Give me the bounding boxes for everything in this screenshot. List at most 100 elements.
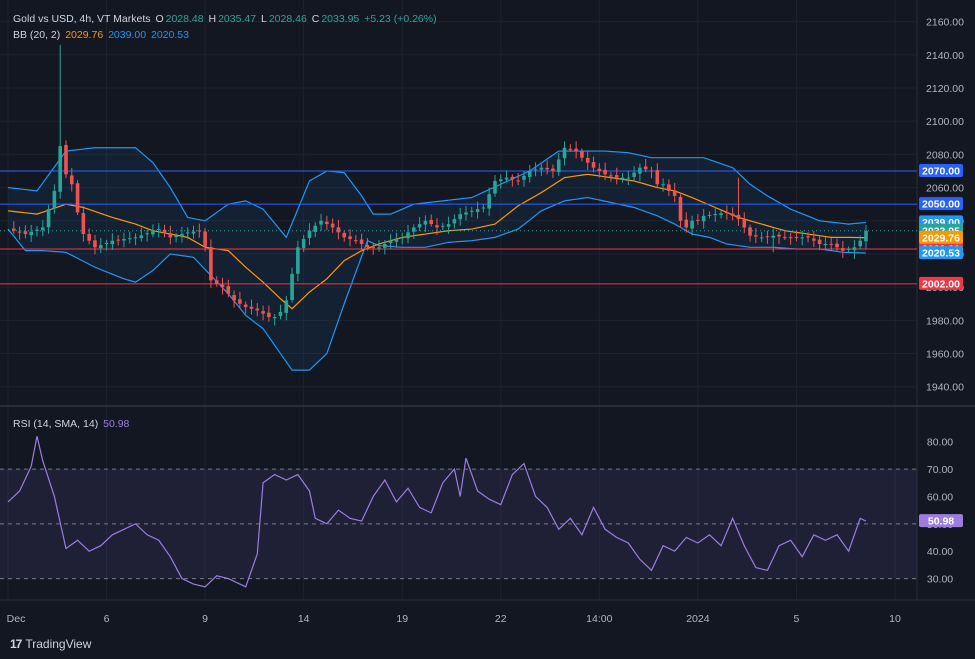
price-axis-tick: 1980.00 xyxy=(926,315,964,327)
candle-body xyxy=(394,239,399,242)
candle-body xyxy=(783,237,787,239)
time-axis-tick: 5 xyxy=(794,613,800,625)
candle-body xyxy=(52,190,57,209)
candle-body xyxy=(469,210,474,212)
candle-body xyxy=(475,209,480,212)
candle-body xyxy=(35,229,39,231)
candle-body xyxy=(719,213,723,216)
candle-body xyxy=(354,240,358,242)
bb-legend[interactable]: BB (20, 2) 2029.76 2039.00 2020.53 xyxy=(13,29,191,41)
candle-body xyxy=(452,219,457,224)
candle-body xyxy=(168,232,173,238)
price-axis-tick: 2100.00 xyxy=(926,116,964,128)
candle-body xyxy=(417,224,422,228)
rsi-axis-tick: 60.00 xyxy=(927,491,953,503)
candle-body xyxy=(788,237,793,239)
candle-body xyxy=(377,247,381,249)
high-label: H xyxy=(208,13,217,25)
candle-body xyxy=(707,214,712,216)
candle-body xyxy=(591,161,596,168)
candle-body xyxy=(597,168,602,171)
symbol-legend: Gold vs USD, 4h, VT Markets O 2028.48 H 20… xyxy=(13,13,439,25)
candle-body xyxy=(313,225,318,232)
candle-body xyxy=(556,159,561,173)
candle-body xyxy=(649,170,654,172)
candle-body xyxy=(493,180,497,194)
price-axis-tick: 2060.00 xyxy=(926,183,964,195)
candle-body xyxy=(359,239,364,244)
candle-body xyxy=(626,177,631,179)
close-value: 2033.95 xyxy=(321,13,360,25)
candle-body xyxy=(771,235,776,238)
time-axis-tick: 14:00 xyxy=(586,613,612,625)
candle-body xyxy=(765,236,770,238)
candle-body xyxy=(678,196,683,221)
candle-body xyxy=(12,228,16,231)
candle-body xyxy=(806,236,810,238)
candle-body xyxy=(151,231,155,235)
candle-body xyxy=(585,157,590,163)
candle-body xyxy=(725,212,729,214)
candle-body xyxy=(794,236,799,238)
candle-body xyxy=(69,175,74,185)
candle-body xyxy=(823,244,828,245)
candle-body xyxy=(145,233,149,235)
rsi-legend[interactable]: RSI (14, SMA, 14) 50.98 xyxy=(13,418,131,430)
candle-body xyxy=(609,175,613,177)
rsi-axis-tick: 70.00 xyxy=(927,464,953,476)
open-value: 2028.48 xyxy=(165,13,204,25)
candle-body xyxy=(400,237,405,239)
bb-lower-value: 2020.53 xyxy=(150,29,189,41)
time-axis-tick: Dec xyxy=(7,613,26,625)
candle-body xyxy=(510,176,515,180)
candle-body xyxy=(226,286,231,294)
level-axis-label-bg xyxy=(919,163,963,177)
candle-body xyxy=(284,300,289,313)
candle-body xyxy=(574,148,578,152)
candle-body xyxy=(267,312,271,318)
candle-body xyxy=(696,219,700,221)
candle-body xyxy=(632,172,636,177)
candle-body xyxy=(261,311,265,314)
rsi-axis-tick: 30.00 xyxy=(927,574,953,586)
tradingview-logo[interactable]: 17 TradingView xyxy=(10,637,91,651)
level-axis-label-bg xyxy=(919,276,963,290)
bb-band-fill xyxy=(8,147,866,371)
candle-body xyxy=(539,167,544,170)
time-axis-tick: 19 xyxy=(396,613,408,625)
candle-body xyxy=(829,243,834,245)
candle-body xyxy=(40,227,45,231)
tradingview-name: TradingView xyxy=(25,637,92,651)
candle-body xyxy=(568,148,573,150)
candle-body xyxy=(87,233,91,241)
candle-body xyxy=(533,169,538,171)
level-axis-label-bg xyxy=(919,197,963,211)
candle-body xyxy=(238,299,242,304)
candle-body xyxy=(290,273,294,301)
price-axis-badge-bg xyxy=(919,230,963,244)
candle-body xyxy=(812,238,816,241)
candle-body xyxy=(209,247,213,281)
candle-body xyxy=(191,231,196,234)
candle-body xyxy=(17,231,22,233)
candle-body xyxy=(116,239,120,241)
candle-body xyxy=(383,244,387,248)
candle-body xyxy=(580,151,584,158)
candle-body xyxy=(638,167,642,174)
candle-body xyxy=(684,219,689,228)
open-label: O xyxy=(155,13,164,25)
candle-body xyxy=(846,248,851,250)
candle-body xyxy=(481,207,486,209)
bb-upper-line xyxy=(7,147,867,239)
price-axis-tick: 1940.00 xyxy=(926,382,964,394)
candle-body xyxy=(330,223,335,228)
candle-body xyxy=(522,175,526,180)
candle-body xyxy=(730,213,735,216)
price-axis-tick: 2080.00 xyxy=(926,149,964,161)
time-axis-tick: 9 xyxy=(202,613,208,625)
bb-basis-value: 2029.76 xyxy=(65,29,104,41)
level-axis-label: 2002.00 xyxy=(922,278,960,290)
candle-body xyxy=(458,214,462,220)
candle-body xyxy=(667,184,671,191)
